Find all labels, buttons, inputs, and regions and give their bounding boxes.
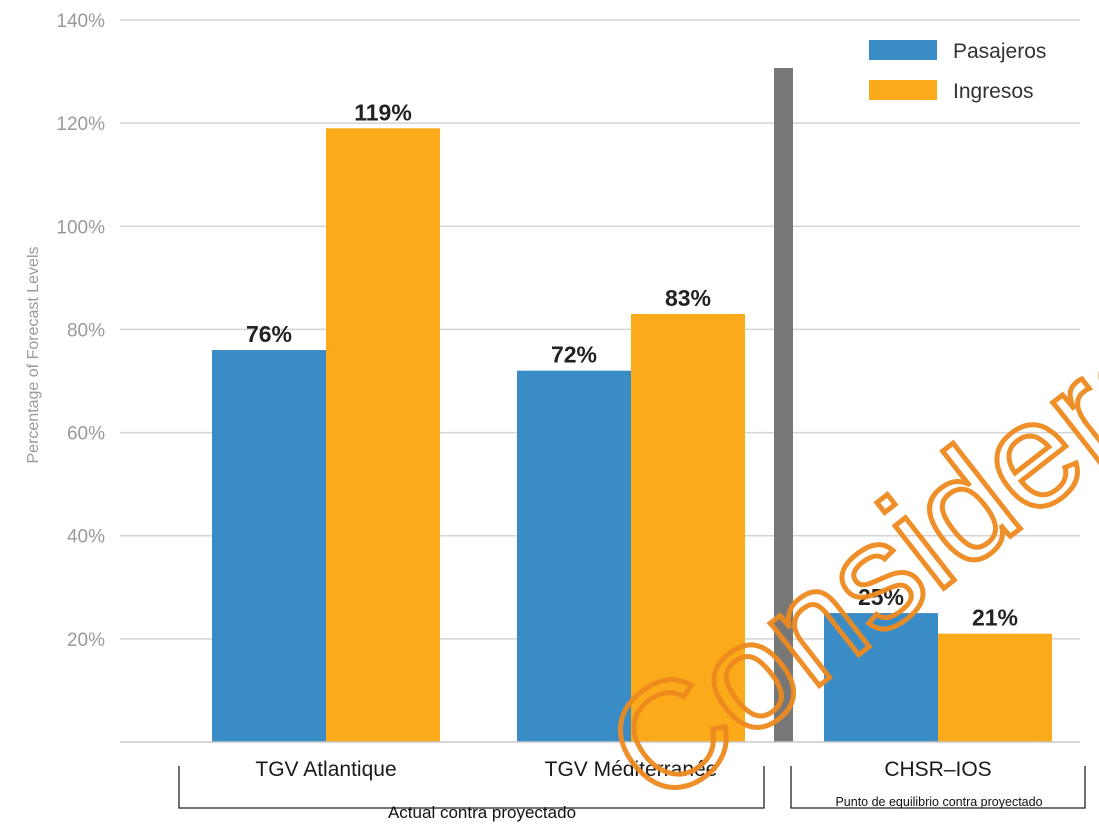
group-label-breakeven: Punto de equilibrio contra proyectado [835, 795, 1042, 809]
legend-swatch-pasajeros [869, 40, 937, 60]
group-label-actual: Actual contra proyectado [388, 803, 576, 822]
data-label: 25% [858, 584, 904, 610]
category-labels: TGV Atlantique TGV Méditerranée CHSR–IOS [255, 758, 991, 781]
group-bracket-actual [178, 766, 765, 809]
legend: Pasajeros Ingresos [869, 40, 1046, 103]
legend-swatch-ingresos [869, 80, 937, 100]
bar-ingresos [938, 633, 1052, 742]
y-tick-label: 60% [67, 424, 105, 445]
data-label: 83% [665, 285, 711, 311]
section-divider [774, 68, 793, 742]
data-label: 119% [354, 99, 412, 125]
category-label: CHSR–IOS [884, 758, 991, 781]
y-tick-label: 140% [56, 11, 105, 32]
category-label: TGV Méditerranée [545, 758, 718, 781]
y-axis-ticks: 20% 40% 60% 80% 100% 120% 140% [56, 11, 105, 651]
bar-pasajeros [517, 370, 631, 742]
y-tick-label: 80% [67, 320, 105, 341]
bar-pasajeros [212, 350, 326, 742]
y-tick-label: 100% [56, 217, 105, 238]
data-label: 76% [246, 321, 292, 347]
data-label: 72% [551, 342, 597, 368]
bars [212, 128, 1052, 743]
bar-ingresos [631, 313, 745, 742]
legend-label-pasajeros: Pasajeros [953, 40, 1046, 63]
y-tick-label: 20% [67, 630, 105, 651]
legend-label-ingresos: Ingresos [953, 80, 1034, 103]
bar-pasajeros [824, 613, 938, 742]
group-bracket-breakeven [790, 766, 1086, 809]
category-label: TGV Atlantique [255, 758, 396, 781]
bar-ingresos [326, 128, 440, 743]
data-label: 21% [972, 605, 1018, 631]
y-tick-label: 40% [67, 527, 105, 548]
data-labels: 76% 119% 72% 83% 25% 21% [246, 99, 1018, 630]
y-tick-label: 120% [56, 114, 105, 135]
y-axis-label: Percentage of Forecast Levels [25, 246, 42, 463]
